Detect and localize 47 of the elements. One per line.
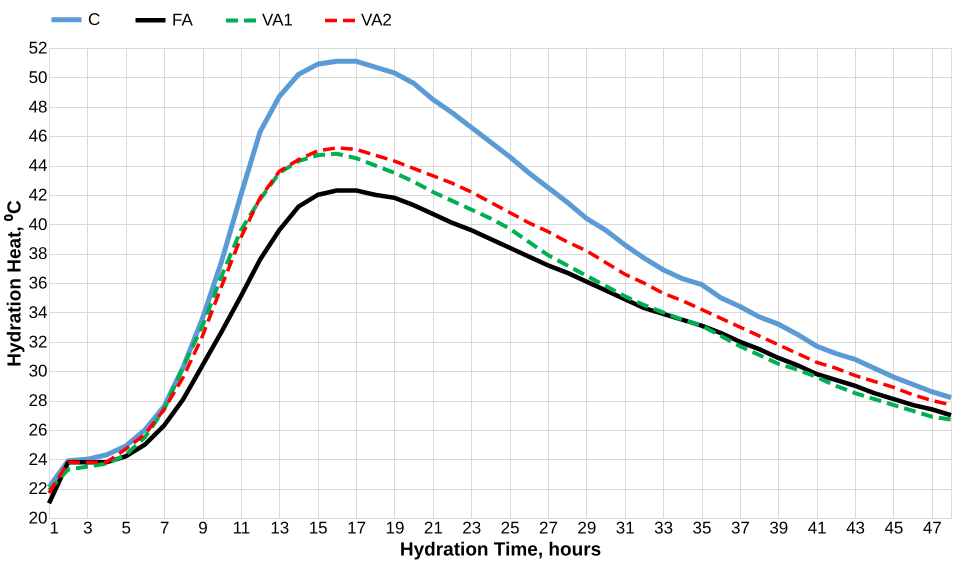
x-tick-label: 3 xyxy=(83,518,93,538)
y-axis-title: Hydration Heat, ⁰C xyxy=(4,200,26,367)
y-tick-label: 50 xyxy=(28,68,48,87)
y-tick-label: 26 xyxy=(28,420,48,440)
x-tick-label: 11 xyxy=(232,518,250,538)
y-tick-label: 24 xyxy=(28,450,48,469)
x-tick-label: 33 xyxy=(654,518,674,538)
y-tick-label: 42 xyxy=(28,185,48,204)
x-tick-label: 37 xyxy=(730,518,750,538)
y-tick-label: 40 xyxy=(28,214,48,234)
x-tick-label: 5 xyxy=(122,518,131,538)
legend-label: FA xyxy=(172,10,194,30)
y-tick-label: 44 xyxy=(28,156,48,175)
y-tick-label: 32 xyxy=(28,332,48,352)
y-tick-label: 22 xyxy=(28,479,48,498)
x-tick-label: 25 xyxy=(500,518,520,538)
y-tick-label: 48 xyxy=(28,97,48,116)
x-tick-label: 17 xyxy=(347,518,366,538)
x-tick-label: 41 xyxy=(808,518,827,538)
x-tick-label: 23 xyxy=(462,518,482,538)
y-tick-label: 52 xyxy=(28,38,48,58)
x-tick-label: 31 xyxy=(616,518,635,538)
x-tick-label: 43 xyxy=(846,518,866,538)
x-tick-label: 9 xyxy=(198,518,208,538)
x-tick-label: 19 xyxy=(385,518,404,538)
x-tick-label: 7 xyxy=(160,518,170,538)
y-tick-label: 28 xyxy=(28,391,48,410)
x-tick-label: 15 xyxy=(308,518,328,538)
y-tick-label: 34 xyxy=(28,302,48,322)
legend-label: VA2 xyxy=(361,10,392,30)
y-tick-label: 20 xyxy=(28,508,48,528)
y-tick-label: 36 xyxy=(28,274,48,292)
x-tick-label: 47 xyxy=(922,518,942,538)
x-tick-label: 45 xyxy=(884,518,904,538)
y-tick-label: 38 xyxy=(28,244,48,264)
legend-label: C xyxy=(88,10,100,29)
x-tick-label: 13 xyxy=(270,518,290,538)
x-tick-label: 1 xyxy=(50,518,59,538)
x-tick-label: 29 xyxy=(577,518,596,538)
x-tick-label: 35 xyxy=(692,518,712,538)
x-tick-label: 21 xyxy=(424,518,443,538)
x-axis-title: Hydration Time, hours xyxy=(400,540,602,560)
y-tick-label: 30 xyxy=(28,362,48,381)
y-tick-label: 46 xyxy=(28,126,48,146)
legend-label: VA1 xyxy=(262,10,293,30)
x-tick-label: 39 xyxy=(769,518,788,538)
x-tick-label: 27 xyxy=(539,518,558,538)
